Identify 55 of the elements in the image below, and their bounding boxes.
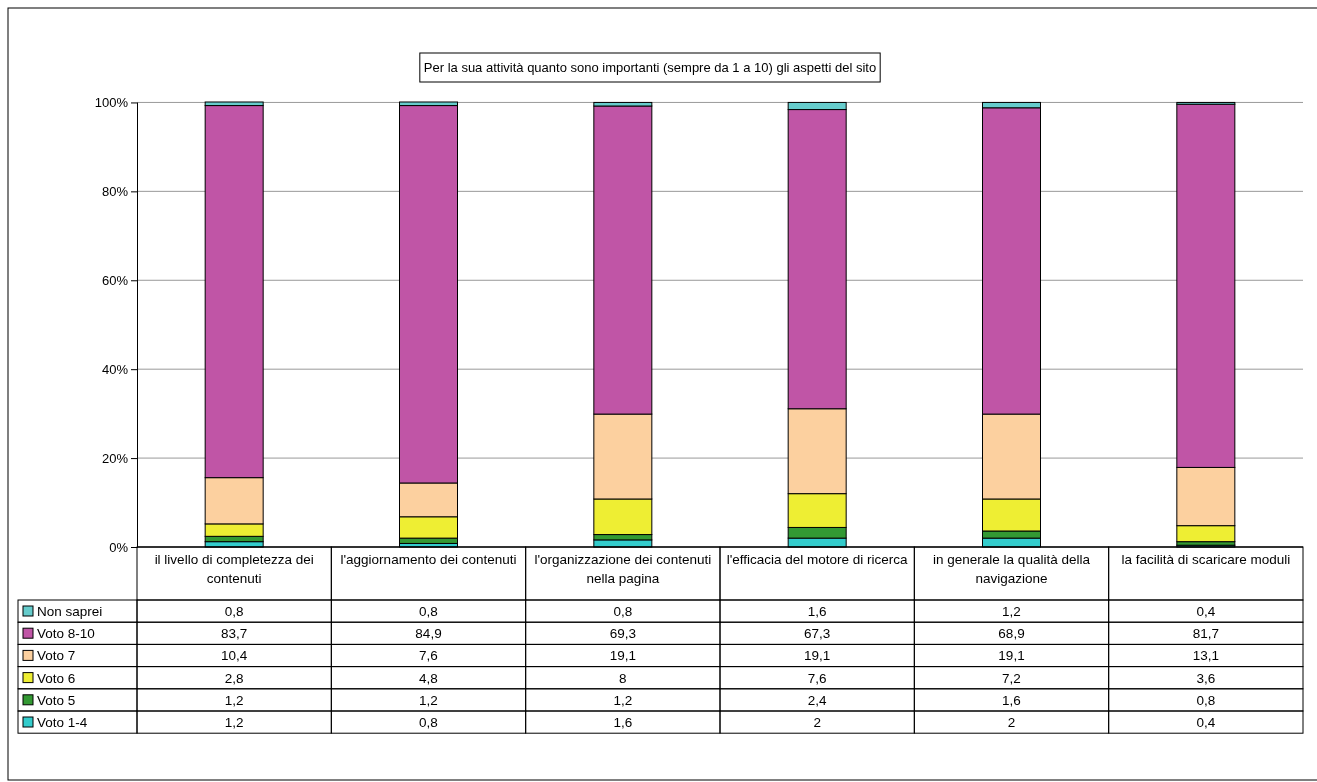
legend-label: Voto 6 <box>37 670 76 686</box>
data-label: 2 <box>1007 715 1016 730</box>
data-label: 1,2 <box>224 715 244 730</box>
data-label: 1,2 <box>224 692 244 708</box>
data-label: 19,1 <box>998 648 1025 664</box>
legend-label: Voto 7 <box>37 648 76 664</box>
data-label: 3,6 <box>1196 670 1216 686</box>
data-label: 81,7 <box>1192 626 1219 642</box>
y-tick-label: 80% <box>101 184 129 200</box>
chart-title: Per la sua attività quanto sono importanti (sempre da 1 a 10) gli aspetti del sito <box>423 60 877 75</box>
data-label: 0,8 <box>419 715 438 730</box>
x-tick-label: in generale la qualità della navigazione <box>933 552 1091 586</box>
data-label: 0,8 <box>224 604 244 619</box>
data-label: 10,4 <box>221 648 248 664</box>
data-label: 83,7 <box>221 626 248 642</box>
data-label: 68,9 <box>998 626 1025 642</box>
y-tick-label: 20% <box>101 450 129 466</box>
data-label: 84,9 <box>415 626 442 642</box>
legend-label: Voto 8-10 <box>37 626 95 642</box>
x-tick-label: la facilità di scaricare moduli <box>1121 552 1291 567</box>
data-label: 19,1 <box>609 648 636 664</box>
data-label: 1,6 <box>1002 692 1021 708</box>
data-label: 69,3 <box>609 626 636 642</box>
data-label: 1,6 <box>613 715 633 730</box>
x-tick-label: l'organizzazione dei contenuti nella pagina <box>534 552 712 586</box>
data-label: 7,6 <box>807 670 827 686</box>
data-label: 0,4 <box>1196 604 1216 619</box>
data-label: 4,8 <box>419 670 438 686</box>
y-tick-label: 100% <box>94 95 129 111</box>
y-tick-label: 0% <box>109 539 129 555</box>
data-label: 0,4 <box>1196 715 1216 730</box>
data-label: 7,2 <box>1002 670 1021 686</box>
data-label: 0,8 <box>419 604 438 619</box>
data-label: 0,8 <box>613 604 633 619</box>
x-tick-label: l'aggiornamento dei contenuti <box>340 552 517 567</box>
y-tick-label: 40% <box>101 361 129 377</box>
data-label: 67,3 <box>804 626 831 642</box>
data-label: 0,8 <box>1196 692 1216 708</box>
data-label: 7,6 <box>419 648 438 664</box>
legend-label: Non saprei <box>37 604 103 619</box>
y-tick-label: 60% <box>101 272 129 288</box>
data-label: 1,2 <box>613 692 633 708</box>
x-tick-label: il livello di completezza dei contenuti <box>154 552 314 586</box>
data-label: 1,2 <box>1002 604 1021 619</box>
data-label: 2 <box>813 715 821 730</box>
legend-label: Voto 1-4 <box>37 715 88 730</box>
data-label: 2,4 <box>807 692 828 708</box>
data-label: 2,8 <box>224 670 244 686</box>
legend-label: Voto 5 <box>37 692 76 708</box>
data-label: 19,1 <box>804 648 831 664</box>
data-label: 13,1 <box>1192 648 1219 664</box>
x-tick-label: l'efficacia del motore di ricerca <box>726 552 909 567</box>
data-label: 8 <box>619 670 627 686</box>
data-label: 1,6 <box>807 604 827 619</box>
data-label: 1,2 <box>419 692 438 708</box>
